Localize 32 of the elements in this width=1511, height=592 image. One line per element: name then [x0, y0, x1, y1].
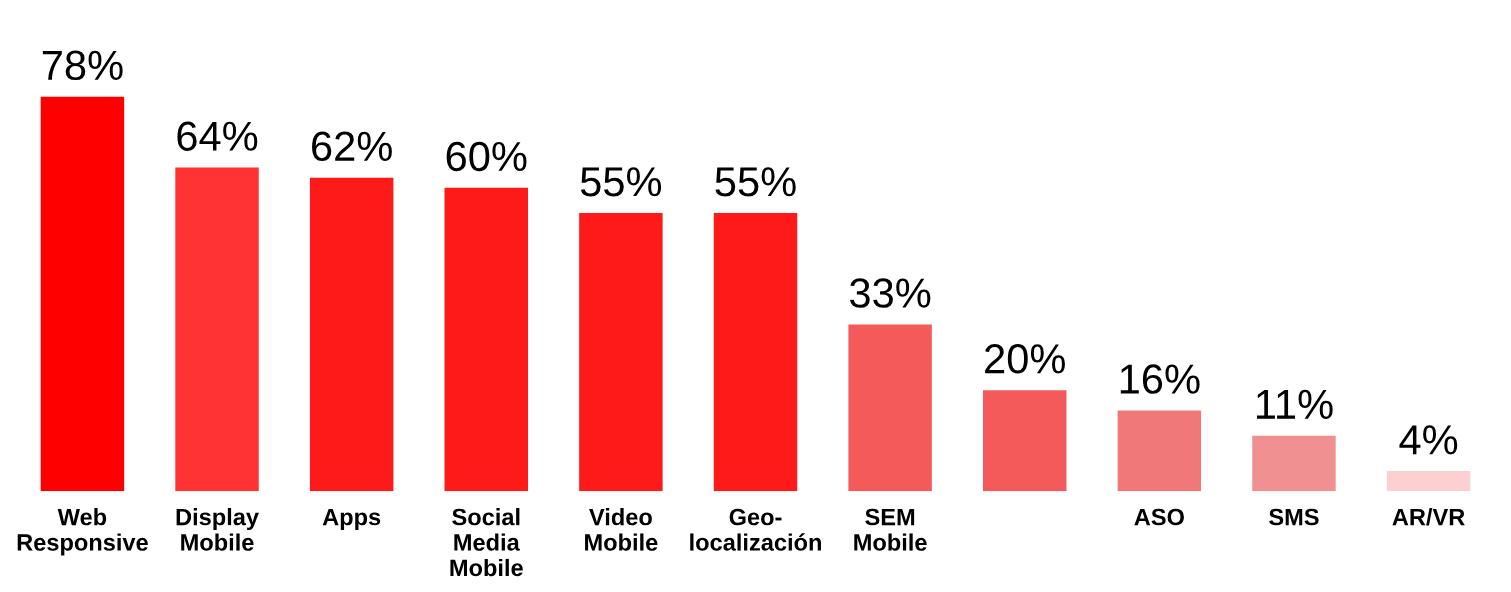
x-tick-label: AR/VR	[1392, 508, 1465, 526]
x-tick-label: Geo- localización	[690, 508, 821, 551]
data-label: 20%	[985, 344, 1065, 374]
data-label: 60%	[446, 141, 527, 172]
bar	[1252, 435, 1336, 492]
data-label: 62%	[312, 131, 392, 162]
x-tick-label: Social Media Mobile	[450, 508, 523, 577]
bar	[40, 96, 125, 492]
data-label: 16%	[1120, 364, 1200, 394]
x-tick-label: Video Mobile	[585, 508, 658, 551]
bar	[175, 167, 259, 492]
data-label: 11%	[1256, 389, 1333, 419]
bar	[848, 324, 932, 492]
data-label: 64%	[177, 121, 258, 151]
bar	[309, 177, 394, 492]
data-label: 55%	[580, 167, 662, 197]
x-tick-label: SMS	[1269, 508, 1319, 526]
x-tick-label: Apps	[322, 508, 381, 531]
bar	[1386, 471, 1471, 492]
x-tick-label: ASO	[1134, 508, 1184, 526]
data-label: 55%	[715, 167, 796, 197]
x-tick-label: SEM Mobile	[854, 508, 927, 551]
bar	[713, 213, 798, 492]
bar	[444, 187, 528, 492]
bar	[983, 390, 1067, 492]
bar	[1117, 410, 1202, 492]
data-label: 78%	[42, 50, 123, 81]
data-label: 33%	[850, 278, 931, 308]
bar	[579, 213, 663, 492]
data-label: 4%	[1399, 425, 1458, 455]
x-tick-label: Display Mobile	[176, 508, 259, 551]
x-tick-label: Web Responsive	[17, 508, 148, 556]
